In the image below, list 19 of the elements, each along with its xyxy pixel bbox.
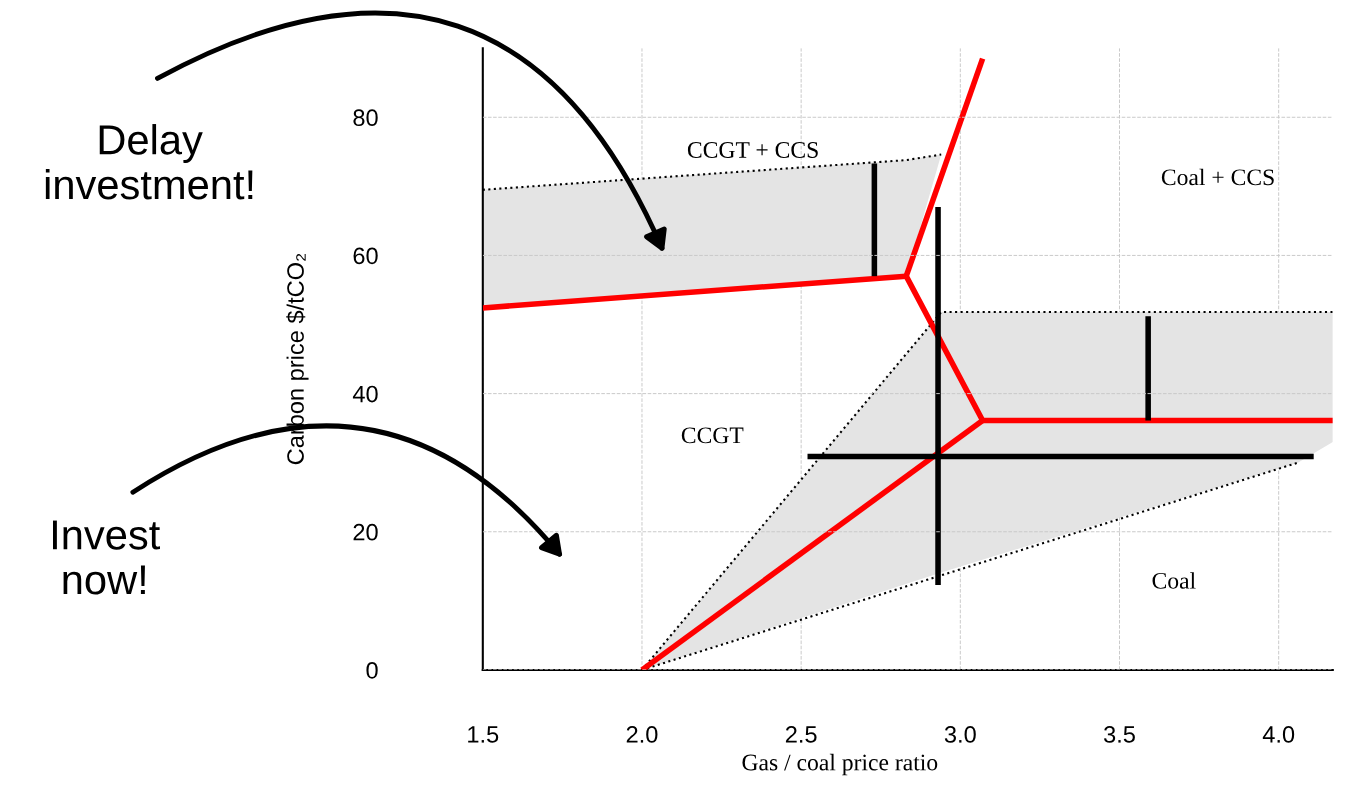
annotation: CCGT [681,427,744,444]
text: Delay investment! [45,124,253,200]
x-tick-label: 3.5 [1103,726,1135,743]
annotation: Coal [1152,572,1196,589]
annotation: Coal + CCS [1161,168,1274,186]
x-tick-label: 1.5 [468,726,499,743]
y-tick-label: 60 [353,247,378,265]
y-axis-title: Carbon price $/tCO₂ [286,253,309,465]
annotation: CCGT + CCS [687,142,818,158]
text: Invest now! [52,520,160,595]
x-tick-label: 3.0 [944,726,976,743]
x-tick-label: 2.5 [785,726,817,743]
y-tick-label: 40 [352,385,378,403]
x-axis-title: Gas / coal price ratio [742,753,938,776]
x-tick-label: 4.0 [1262,726,1295,743]
x-tick-label: 2.0 [626,726,658,743]
y-tick-label: 0 [366,661,378,679]
y-tick-label: 80 [353,109,378,127]
y-tick-label: 20 [353,523,378,541]
